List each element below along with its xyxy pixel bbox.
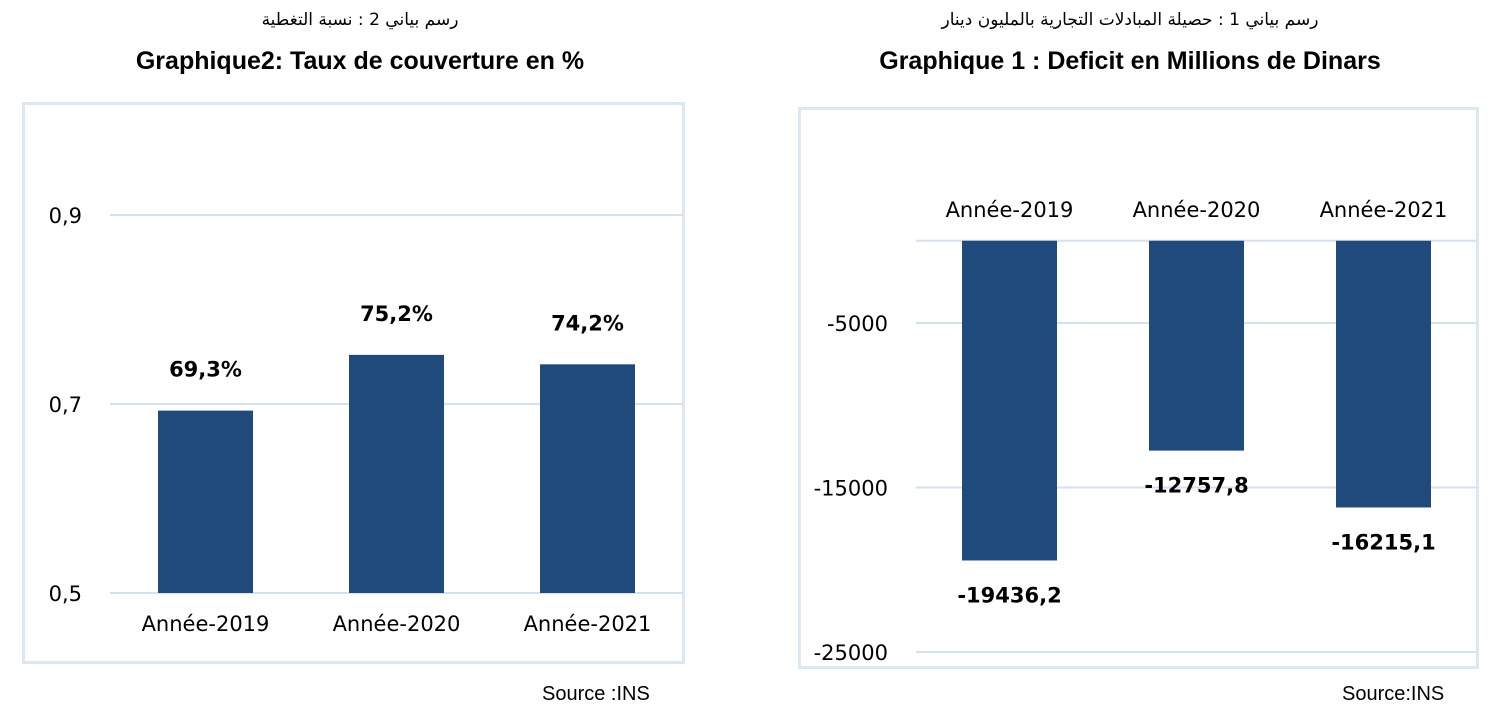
bar	[962, 240, 1057, 561]
bar	[540, 364, 635, 593]
bar	[1149, 240, 1244, 451]
y-tick-label: 0,9	[49, 204, 82, 228]
right-chart-source: Source:INS	[1342, 683, 1445, 705]
data-label: 69,3%	[169, 358, 242, 382]
right-chart-title: Graphique 1 : Deficit en Millions de Din…	[879, 47, 1381, 75]
data-label: -12757,8	[1144, 474, 1248, 498]
data-label: -16215,1	[1331, 530, 1435, 554]
left-chart-title: Graphique2: Taux de couverture en %	[135, 47, 585, 75]
y-tick-label: 0,5	[49, 582, 82, 606]
category-label: Année-2019	[946, 198, 1074, 222]
right-chart-frame	[798, 107, 1479, 669]
left-chart-source: Source :INS	[542, 683, 650, 705]
category-label: Année-2021	[524, 612, 652, 636]
category-label: Année-2020	[1133, 198, 1261, 222]
left-chart-subtitle-ar: رسم بياني 2 : نسبة التغطية	[261, 10, 459, 30]
data-label: 74,2%	[551, 311, 624, 335]
left-chart-frame	[22, 102, 685, 664]
bar	[158, 410, 253, 593]
y-tick-label: -15000	[814, 477, 888, 501]
y-tick-label: 0,7	[49, 393, 82, 417]
bar	[1336, 240, 1431, 508]
category-label: Année-2021	[1320, 198, 1448, 222]
right-chart-subtitle-ar: رسم بياني 1 : حصيلة المبادلات التجارية ب…	[941, 10, 1319, 30]
y-tick-label: -5000	[827, 312, 888, 336]
category-label: Année-2020	[333, 612, 461, 636]
y-tick-label: -25000	[814, 641, 888, 665]
data-label: -19436,2	[957, 583, 1061, 607]
category-label: Année-2019	[142, 612, 270, 636]
bar	[349, 354, 444, 593]
data-label: 75,2%	[360, 302, 433, 326]
